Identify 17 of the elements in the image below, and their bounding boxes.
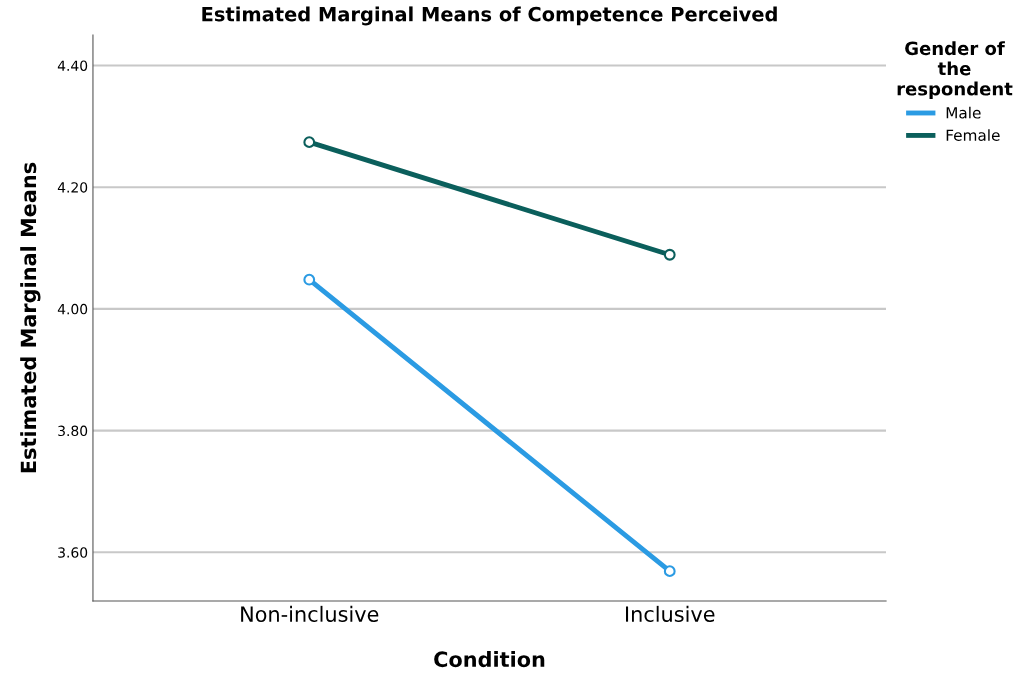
point xyxy=(663,565,676,578)
x-axis-title: Condition xyxy=(434,651,545,668)
legend-title: Gender of the respondent xyxy=(897,41,1013,100)
y-tick-label: 4.00 xyxy=(57,303,88,315)
y-axis-title: Estimated Marginal Means xyxy=(20,162,41,473)
point xyxy=(303,273,316,286)
legend-label: Male xyxy=(946,106,981,119)
legend-label: Female xyxy=(946,129,1000,141)
chart-title: Estimated Marginal Means of Competence Perceived xyxy=(202,6,777,26)
y-tick-label: 3.80 xyxy=(58,425,88,437)
y-tick-label: 4.40 xyxy=(57,60,88,71)
x-tick-label: Non-inclusive xyxy=(241,605,379,622)
x-tick-label: Inclusive xyxy=(626,605,715,622)
y-tick-label: 4.20 xyxy=(57,182,88,193)
y-tick-label: 3.60 xyxy=(58,547,88,558)
point xyxy=(303,136,316,149)
point xyxy=(663,248,676,261)
